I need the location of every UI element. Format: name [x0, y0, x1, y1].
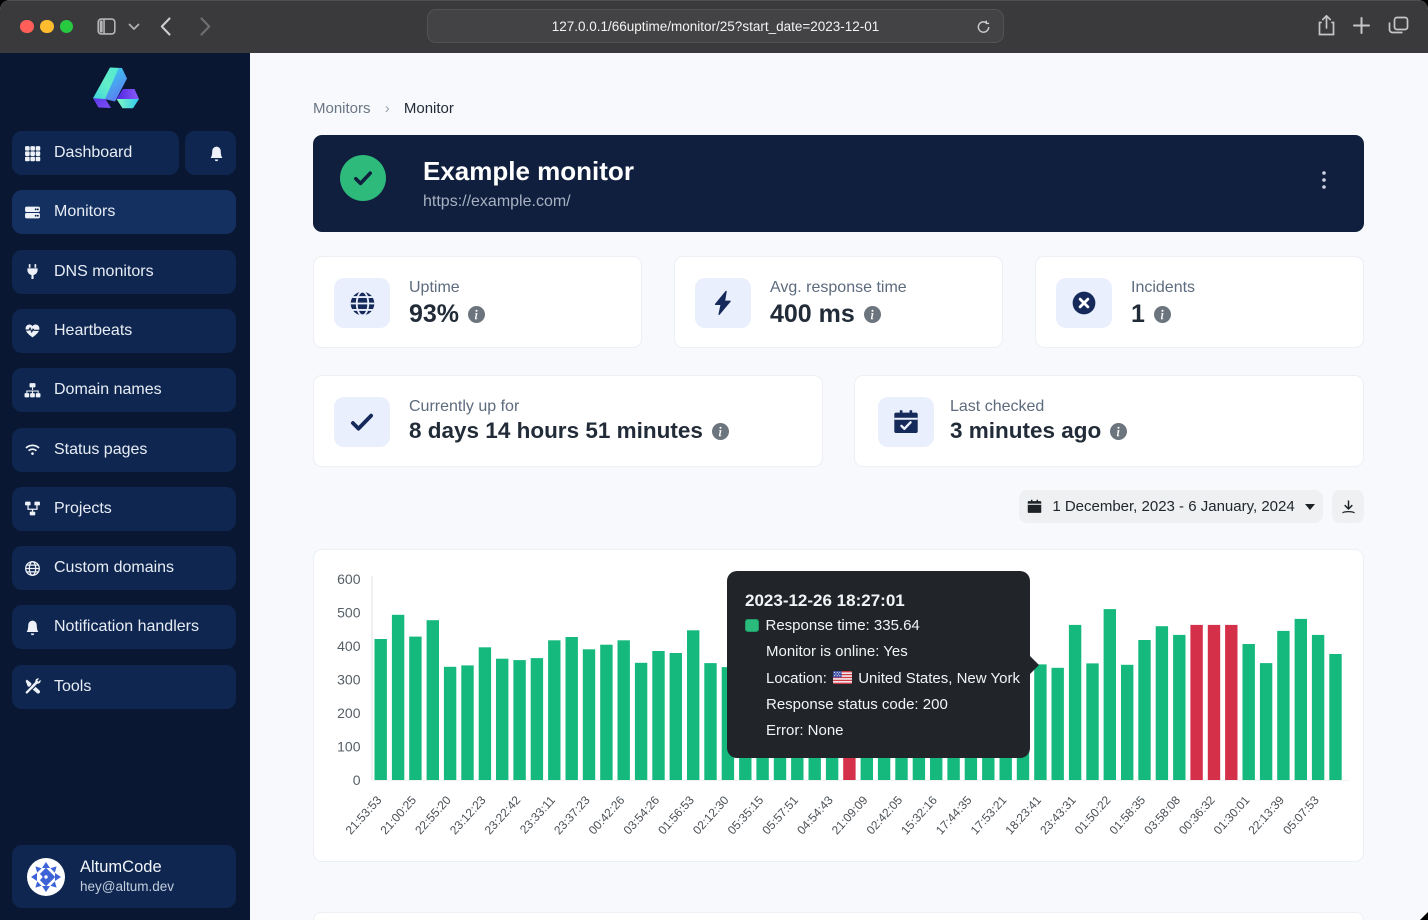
svg-text:21:00:25: 21:00:25 — [377, 793, 419, 837]
svg-text:100: 100 — [337, 739, 361, 755]
svg-text:22:55:20: 22:55:20 — [412, 793, 454, 837]
svg-text:23:12:23: 23:12:23 — [447, 793, 489, 837]
svg-text:05:35:15: 05:35:15 — [725, 793, 767, 837]
svg-text:01:50:22: 01:50:22 — [1072, 793, 1114, 837]
svg-text:400: 400 — [337, 638, 361, 654]
svg-text:21:53:53: 21:53:53 — [343, 793, 385, 837]
svg-text:17:53:21: 17:53:21 — [968, 793, 1010, 837]
svg-text:01:30:01: 01:30:01 — [1211, 793, 1253, 837]
svg-text:00:42:26: 00:42:26 — [586, 793, 628, 837]
svg-text:01:58:35: 01:58:35 — [1107, 793, 1149, 837]
svg-text:21:09:09: 21:09:09 — [829, 793, 871, 837]
svg-text:05:57:51: 05:57:51 — [759, 793, 801, 837]
svg-text:02:42:05: 02:42:05 — [864, 793, 906, 837]
svg-text:23:22:42: 23:22:42 — [482, 793, 524, 837]
svg-text:22:13:39: 22:13:39 — [1245, 793, 1287, 837]
svg-text:0: 0 — [353, 772, 361, 788]
svg-text:01:56:53: 01:56:53 — [655, 793, 697, 837]
svg-text:02:12:30: 02:12:30 — [690, 793, 732, 837]
svg-text:200: 200 — [337, 705, 361, 721]
svg-text:17:44:35: 17:44:35 — [933, 793, 975, 837]
svg-text:00:36:32: 00:36:32 — [1176, 793, 1218, 837]
svg-text:03:58:08: 03:58:08 — [1141, 793, 1183, 837]
svg-text:500: 500 — [337, 605, 361, 621]
svg-text:03:54:26: 03:54:26 — [621, 793, 663, 837]
svg-text:23:43:31: 23:43:31 — [1037, 793, 1079, 837]
svg-text:300: 300 — [337, 672, 361, 688]
svg-text:600: 600 — [337, 571, 361, 587]
svg-text:23:37:23: 23:37:23 — [551, 793, 593, 837]
svg-text:15:32:16: 15:32:16 — [898, 793, 940, 837]
svg-text:04:54:43: 04:54:43 — [794, 793, 836, 837]
svg-text:18:23:41: 18:23:41 — [1002, 793, 1044, 837]
svg-text:05:07:53: 05:07:53 — [1280, 793, 1322, 837]
